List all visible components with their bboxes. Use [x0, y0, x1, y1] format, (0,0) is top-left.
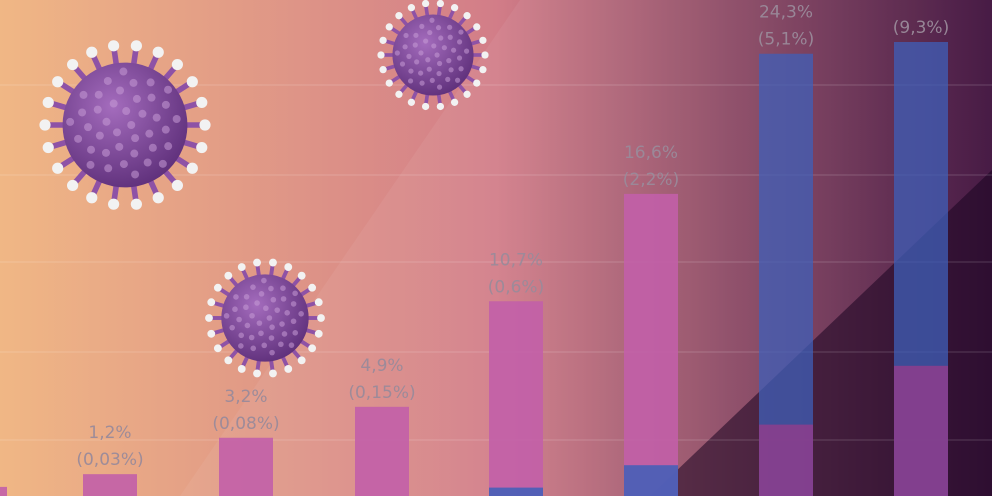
- data-label-5-secondary: (0,6%): [488, 277, 544, 297]
- bar-6: [624, 193, 678, 496]
- virus-icon: [39, 40, 211, 210]
- data-label-5-primary: 10,7%: [489, 250, 543, 270]
- data-label-3-secondary: (0,08%): [212, 414, 279, 434]
- virus-icon: [205, 258, 325, 378]
- bar-6-inner-segment: [624, 465, 678, 496]
- data-label-4-secondary: (0,15%): [348, 383, 415, 403]
- data-label-3-primary: 3,2%: [224, 387, 267, 407]
- bar-5-inner-segment: [489, 487, 543, 496]
- bar-2: [83, 474, 137, 496]
- bar-4: [355, 406, 409, 496]
- bar-5: [489, 301, 543, 496]
- bar-7: [759, 53, 813, 496]
- data-label-8-secondary: (9,3%): [893, 18, 949, 38]
- data-label-7-secondary: (5,1%): [758, 30, 814, 50]
- bar-1: [0, 486, 7, 496]
- data-label-2-primary: 1,2%: [88, 423, 131, 443]
- data-label-7-primary: 24,3%: [759, 3, 813, 23]
- virus-icon: [377, 0, 489, 111]
- bar-7-inner-segment: [759, 424, 813, 496]
- bars-group: [0, 42, 948, 496]
- bar-3: [219, 437, 273, 496]
- bar-8-inner-segment: [894, 365, 948, 496]
- virus-illustrations: [39, 0, 489, 378]
- data-label-2-secondary: (0,03%): [76, 450, 143, 470]
- data-label-6-secondary: (2,2%): [623, 170, 679, 190]
- data-labels-group: 1,2% (0,03%) 3,2% (0,08%) 4,9% (0,15%) 10,7% (0…: [76, 3, 949, 470]
- data-label-6-primary: 16,6%: [624, 143, 678, 163]
- data-label-4-primary: 4,9%: [360, 356, 403, 376]
